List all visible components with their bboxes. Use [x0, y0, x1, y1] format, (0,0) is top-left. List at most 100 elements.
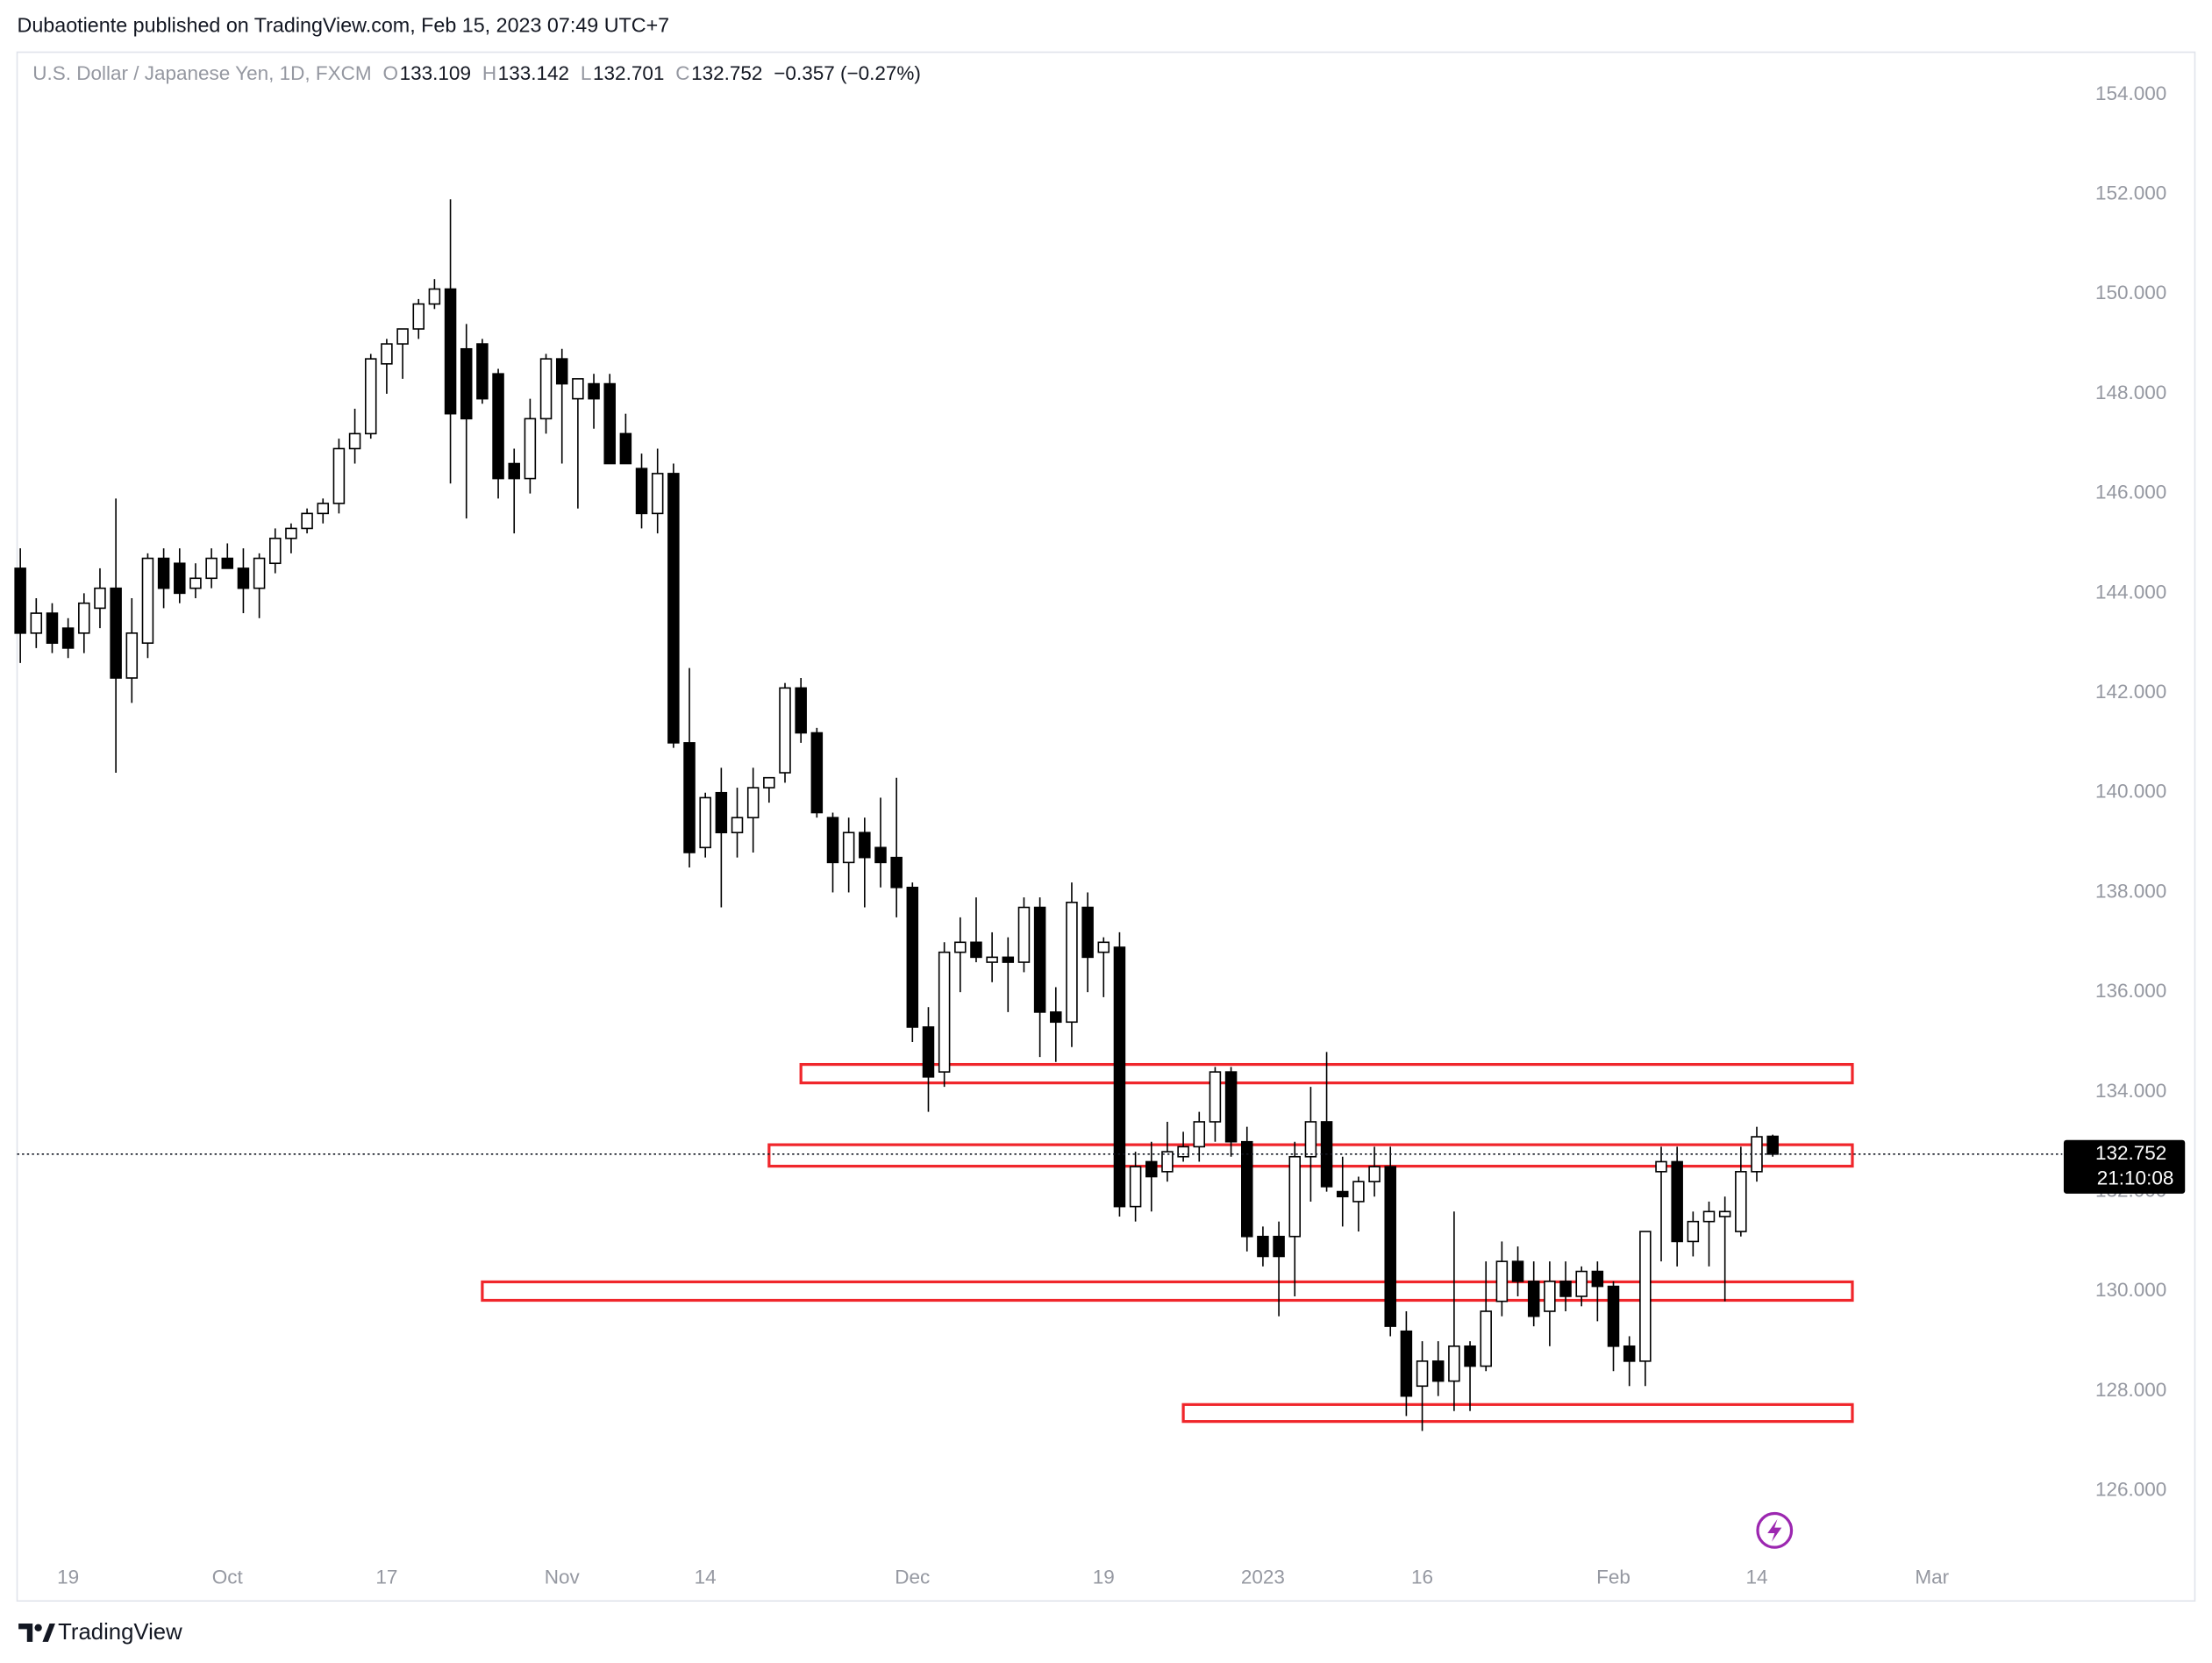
zone — [481, 1280, 1854, 1303]
candle-body — [1400, 1330, 1413, 1397]
candle-body — [1527, 1281, 1540, 1317]
candle-body — [460, 347, 473, 420]
ohlc-legend: O 133.109 H 133.142 L 132.701 C 132.752 −0.357 (… — [383, 62, 921, 84]
candle-body — [1464, 1345, 1476, 1367]
candle-body — [986, 956, 998, 963]
candle-body — [428, 288, 441, 305]
candle-body — [874, 846, 887, 864]
candle-body — [110, 587, 122, 679]
last-price-tag — [2063, 1139, 2186, 1194]
candle-body — [1559, 1281, 1572, 1297]
last-price-label: 132.752 — [2095, 1142, 2166, 1164]
candle-body — [1129, 1166, 1142, 1208]
candle-body — [1257, 1235, 1269, 1258]
candle-body — [1416, 1360, 1429, 1388]
candle-body — [1288, 1155, 1301, 1238]
candle-body — [524, 418, 537, 480]
candle-body — [205, 557, 218, 580]
candle-body — [1209, 1071, 1222, 1123]
candle-body — [1623, 1345, 1636, 1362]
candle-body — [1431, 1360, 1445, 1382]
candle-body — [1591, 1270, 1604, 1288]
candle-body — [588, 382, 600, 400]
x-tick-label: Mar — [1915, 1566, 1949, 1588]
candle-body — [476, 343, 489, 400]
x-tick-label: Feb — [1596, 1566, 1630, 1588]
candle-body — [1766, 1135, 1779, 1155]
candle-body — [619, 432, 632, 465]
candle-body — [332, 447, 346, 504]
candle-body — [572, 378, 584, 400]
candle-body — [237, 567, 250, 589]
candle-body — [1113, 946, 1126, 1208]
candle-body — [603, 382, 616, 465]
x-tick-label: Nov — [545, 1566, 581, 1588]
candle-body — [1273, 1235, 1285, 1258]
candle-body — [1145, 1160, 1158, 1178]
candle-body — [1655, 1160, 1667, 1173]
candle-body — [539, 358, 553, 420]
y-tick-label: 146.000 — [2095, 482, 2166, 503]
x-tick-label: 16 — [1411, 1566, 1433, 1588]
candle-body — [731, 817, 744, 834]
candle-body — [922, 1026, 935, 1078]
x-tick-label: 14 — [1745, 1566, 1767, 1588]
candle-body — [1017, 906, 1031, 963]
candle-body — [826, 817, 839, 864]
candle-body — [269, 538, 282, 565]
ohlc-value: 133.142 — [498, 62, 569, 84]
y-tick-label: 136.000 — [2095, 980, 2166, 1002]
candle-body — [125, 632, 139, 679]
candle-body — [842, 832, 855, 864]
candle-body — [61, 627, 75, 649]
y-tick-label: 152.000 — [2095, 182, 2166, 203]
candle-body — [1607, 1285, 1620, 1347]
chart-frame — [16, 51, 2196, 1602]
candle-body — [1495, 1260, 1509, 1303]
candle-body — [1480, 1310, 1492, 1367]
candle-body — [1718, 1210, 1731, 1217]
candle-body — [1336, 1190, 1349, 1198]
candle-body — [285, 527, 297, 539]
candle-body — [46, 612, 59, 645]
candle-body — [651, 473, 664, 515]
candle-body — [683, 742, 696, 853]
candle-body — [1448, 1345, 1460, 1382]
candle-body — [763, 776, 775, 789]
candle-body — [1702, 1210, 1716, 1223]
y-tick-label: 154.000 — [2095, 82, 2166, 104]
y-tick-label: 134.000 — [2095, 1080, 2166, 1102]
candle-body — [253, 557, 266, 589]
lightning-icon — [1756, 1511, 1794, 1549]
candle-body — [795, 687, 807, 734]
candle-body — [141, 557, 154, 645]
ohlc-value: 132.701 — [593, 62, 664, 84]
ohlc-value: 133.109 — [400, 62, 471, 84]
y-tick-label: 126.000 — [2095, 1479, 2166, 1501]
publisher-line: Dubaotiente published on TradingView.com… — [18, 14, 670, 37]
candle-body — [1671, 1160, 1683, 1243]
x-tick-label: 19 — [1093, 1566, 1115, 1588]
candle-body — [779, 687, 791, 774]
candle-body — [1161, 1151, 1174, 1173]
candle-body — [14, 567, 26, 634]
candle-body — [859, 832, 871, 859]
candle-body — [1511, 1260, 1524, 1282]
x-tick-label: 19 — [57, 1566, 79, 1588]
candle-body — [1735, 1171, 1747, 1232]
axes: 126.000128.000130.000132.000134.000136.0… — [17, 82, 2186, 1588]
candle-body — [1352, 1181, 1365, 1203]
zone — [1181, 1402, 1854, 1424]
candle-body — [1177, 1146, 1189, 1158]
x-tick-label: 2023 — [1241, 1566, 1285, 1588]
x-tick-label: Oct — [212, 1566, 244, 1588]
ohlc-key: H — [482, 62, 496, 84]
candle-body — [667, 473, 680, 744]
candle-body — [1081, 906, 1094, 959]
candle-body — [348, 432, 361, 450]
candle-body — [221, 557, 234, 569]
candle-body — [78, 602, 90, 634]
x-tick-label: Dec — [895, 1566, 930, 1588]
